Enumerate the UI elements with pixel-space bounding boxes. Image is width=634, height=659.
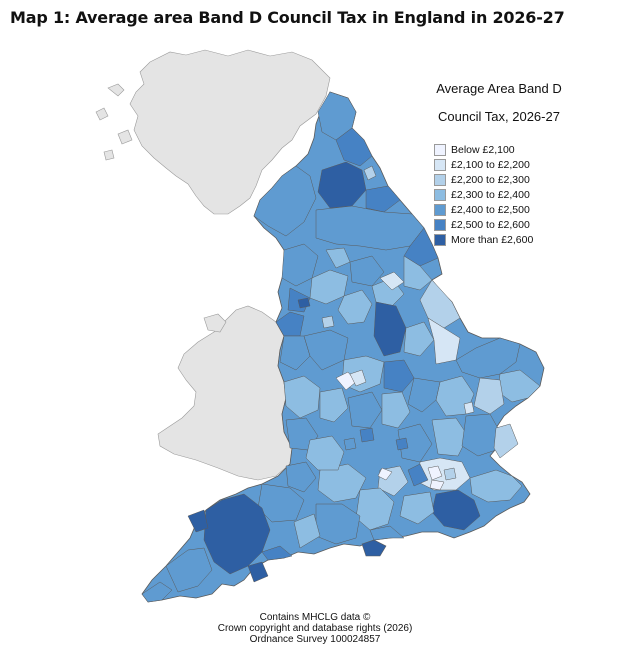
local-authority-area (305, 435, 345, 471)
local-authority-area (275, 311, 305, 337)
local-authority-area (381, 391, 411, 429)
local-authority-area (187, 509, 209, 533)
local-authority-area (369, 525, 405, 541)
local-authority-area (253, 165, 317, 237)
legend-item: £2,300 to £2,400 (434, 187, 574, 202)
local-authority-area (347, 391, 383, 429)
legend-label: £2,300 to £2,400 (451, 188, 530, 201)
local-authority-area (399, 491, 435, 525)
legend-item: £2,200 to £2,300 (434, 172, 574, 187)
local-authority-area (297, 297, 311, 309)
scottish-island (117, 129, 133, 145)
local-authority-area (469, 469, 523, 503)
local-authority-area (493, 423, 519, 459)
local-authority-area (365, 185, 401, 213)
legend-item: More than £2,600 (434, 232, 574, 247)
legend-title-line1: Average Area Band D (436, 81, 562, 96)
legend-label: £2,200 to £2,300 (451, 173, 530, 186)
local-authority-area (359, 427, 375, 443)
scottish-island (107, 83, 125, 97)
legend-label: Below £2,100 (451, 143, 515, 156)
legend-swatch (434, 218, 446, 231)
legend-label: £2,100 to £2,200 (451, 158, 530, 171)
legend-swatch (434, 203, 446, 216)
local-authority-area (431, 489, 481, 531)
local-authority-area (429, 479, 445, 491)
legend-swatch (434, 173, 446, 186)
local-authority-area (397, 423, 433, 463)
legend-item: £2,400 to £2,500 (434, 202, 574, 217)
local-authority-area (383, 359, 415, 393)
legend-item: £2,500 to £2,600 (434, 217, 574, 232)
local-authority-area (407, 463, 429, 487)
legend-swatch (434, 158, 446, 171)
legend-items: Below £2,100 £2,100 to £2,200 £2,200 to … (434, 142, 574, 247)
local-authority-area (349, 369, 367, 387)
map-legend: Average Area Band D Council Tax, 2026-27… (424, 68, 574, 247)
legend-label: £2,400 to £2,500 (451, 203, 530, 216)
local-authority-area (407, 377, 441, 413)
isle-of-wight (361, 539, 387, 557)
legend-title: Average Area Band D Council Tax, 2026-27 (424, 68, 574, 138)
local-authority-area (373, 301, 407, 357)
legend-title-line2: Council Tax, 2026-27 (438, 109, 560, 124)
source-line: Crown copyright and database rights (202… (217, 623, 413, 634)
local-authority-area (285, 461, 317, 493)
local-authority-area (403, 321, 435, 357)
legend-label: More than £2,600 (451, 233, 534, 246)
local-authority-area (463, 401, 475, 415)
local-authority-area (427, 465, 443, 481)
wales-landmass (157, 305, 293, 481)
local-authority-area (165, 547, 213, 593)
local-authority-area (363, 165, 377, 181)
local-authority-area (293, 513, 321, 549)
legend-item: £2,100 to £2,200 (434, 157, 574, 172)
local-authority-area (473, 377, 505, 415)
source-line: Ordnance Survey 100024857 (249, 634, 381, 645)
legend-item: Below £2,100 (434, 142, 574, 157)
legend-swatch (434, 233, 446, 246)
anglesey (203, 313, 227, 333)
scottish-island (95, 107, 109, 121)
source-line: Contains MHCLG data © (259, 612, 371, 623)
local-authority-area (443, 467, 457, 481)
local-authority-area (349, 255, 385, 287)
legend-label: £2,500 to £2,600 (451, 218, 530, 231)
local-authority-area (403, 255, 433, 291)
scottish-island (103, 149, 115, 161)
source-note: Contains MHCLG data © Crown copyright an… (190, 612, 440, 645)
local-authority-area (283, 375, 321, 419)
local-authority-area (343, 437, 357, 451)
scotland-landmass (129, 49, 331, 215)
local-authority-area (317, 463, 367, 503)
local-authority-area (247, 561, 269, 583)
local-authority-area (335, 127, 373, 167)
local-authority-area (337, 289, 373, 325)
local-authority-area (321, 315, 335, 329)
local-authority-area (377, 467, 393, 481)
legend-swatch (434, 143, 446, 156)
map-title: Map 1: Average area Band D Council Tax i… (10, 8, 565, 27)
local-authority-area (261, 545, 293, 561)
local-authority-area (455, 337, 521, 379)
local-authority-area (141, 581, 173, 603)
local-authority-area (395, 437, 409, 451)
local-authority-area (317, 161, 367, 209)
local-authority-area (319, 387, 349, 423)
legend-swatch (434, 188, 446, 201)
local-authority-area (279, 335, 311, 371)
